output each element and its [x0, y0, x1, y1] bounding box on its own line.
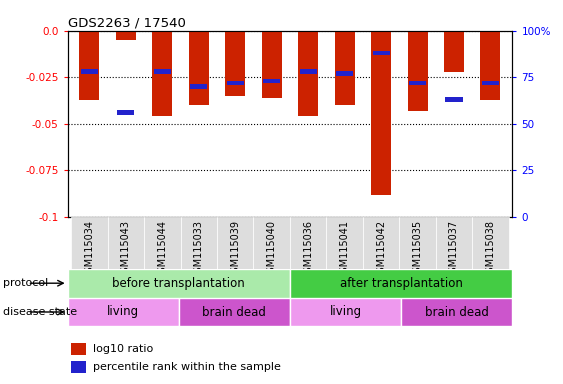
- Text: GSM115035: GSM115035: [413, 220, 423, 279]
- Text: brain dead: brain dead: [203, 306, 266, 318]
- Bar: [71, 361, 86, 373]
- Bar: [327, 217, 363, 269]
- Text: GSM115038: GSM115038: [485, 220, 495, 278]
- Text: GSM115034: GSM115034: [84, 220, 95, 278]
- Bar: [116, 31, 136, 40]
- Bar: [253, 217, 290, 269]
- Bar: [371, 31, 391, 195]
- Bar: [263, 79, 280, 83]
- Bar: [408, 31, 427, 111]
- Bar: [409, 81, 426, 85]
- Text: after transplantation: after transplantation: [339, 277, 463, 290]
- Bar: [363, 217, 399, 269]
- Bar: [68, 298, 179, 326]
- Text: GSM115042: GSM115042: [376, 220, 386, 279]
- Bar: [108, 217, 144, 269]
- Bar: [117, 110, 135, 115]
- Bar: [334, 31, 355, 105]
- Text: percentile rank within the sample: percentile rank within the sample: [93, 362, 282, 372]
- Bar: [445, 97, 463, 102]
- Bar: [227, 81, 244, 85]
- Bar: [336, 71, 353, 76]
- Text: GSM115043: GSM115043: [121, 220, 131, 278]
- Bar: [68, 269, 290, 298]
- Text: living: living: [107, 306, 139, 318]
- Text: living: living: [329, 306, 361, 318]
- Bar: [190, 84, 207, 89]
- Bar: [480, 31, 501, 99]
- Bar: [401, 298, 512, 326]
- Bar: [181, 217, 217, 269]
- Bar: [482, 81, 499, 85]
- Bar: [225, 31, 245, 96]
- Text: before transplantation: before transplantation: [113, 277, 245, 290]
- Bar: [290, 298, 401, 326]
- Bar: [144, 217, 181, 269]
- Text: GSM115036: GSM115036: [303, 220, 313, 278]
- Bar: [79, 31, 100, 99]
- Text: disease state: disease state: [3, 307, 77, 317]
- Text: brain dead: brain dead: [425, 306, 489, 318]
- Text: log10 ratio: log10 ratio: [93, 344, 154, 354]
- Text: GSM115044: GSM115044: [157, 220, 167, 278]
- Bar: [373, 51, 390, 55]
- Bar: [71, 343, 86, 355]
- Bar: [153, 31, 172, 116]
- Text: GSM115040: GSM115040: [267, 220, 277, 278]
- Bar: [436, 217, 472, 269]
- Bar: [290, 217, 327, 269]
- Bar: [81, 70, 98, 74]
- Text: protocol: protocol: [3, 278, 48, 288]
- Bar: [472, 217, 509, 269]
- Bar: [298, 31, 318, 116]
- Bar: [262, 31, 282, 98]
- Bar: [399, 217, 436, 269]
- Bar: [71, 217, 108, 269]
- Text: GSM115037: GSM115037: [449, 220, 459, 279]
- Text: GSM115041: GSM115041: [339, 220, 350, 278]
- Text: GSM115033: GSM115033: [194, 220, 204, 278]
- Bar: [300, 70, 317, 74]
- Bar: [217, 217, 253, 269]
- Bar: [444, 31, 464, 72]
- Text: GDS2263 / 17540: GDS2263 / 17540: [68, 17, 185, 30]
- Bar: [179, 298, 290, 326]
- Text: GSM115039: GSM115039: [230, 220, 240, 278]
- Bar: [290, 269, 512, 298]
- Bar: [189, 31, 209, 105]
- Bar: [154, 70, 171, 74]
